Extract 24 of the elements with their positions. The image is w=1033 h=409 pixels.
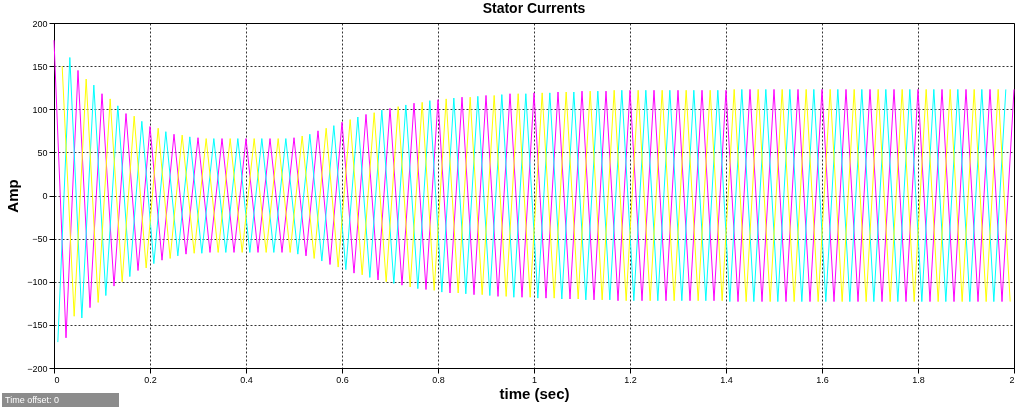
y-tick-label: 150 [32, 61, 48, 72]
chart-title: Stator Currents [482, 0, 586, 16]
x-axis-title: time (sec) [499, 384, 570, 402]
x-tick-label: 1.8 [912, 374, 925, 385]
y-axis-title: Amp [4, 179, 22, 213]
x-tick-label: 0 [54, 374, 60, 385]
x-tick-label: 1.4 [720, 374, 733, 385]
y-tick-label: 100 [32, 104, 48, 115]
x-tick-label: 0.6 [336, 374, 349, 385]
x-tick-label: 0.8 [432, 374, 445, 385]
x-tick-label: 1.6 [816, 374, 829, 385]
x-tick-label: 2 [1009, 374, 1015, 385]
y-tick-label: −100 [27, 277, 48, 288]
y-tick-label: −50 [32, 234, 48, 245]
y-tick-label: −150 [27, 320, 48, 331]
y-tick-label: 200 [32, 18, 48, 29]
x-tick-label: 1.2 [624, 374, 637, 385]
y-tick-label: 50 [37, 147, 48, 158]
x-tick-label: 1 [531, 374, 538, 385]
y-tick-label: 0 [42, 191, 48, 201]
x-tick-label: 0.2 [144, 374, 157, 385]
text: Time offset: 0 [2, 393, 120, 407]
x-tick-label: 0.4 [240, 374, 253, 385]
y-tick-label: −200 [27, 363, 48, 374]
